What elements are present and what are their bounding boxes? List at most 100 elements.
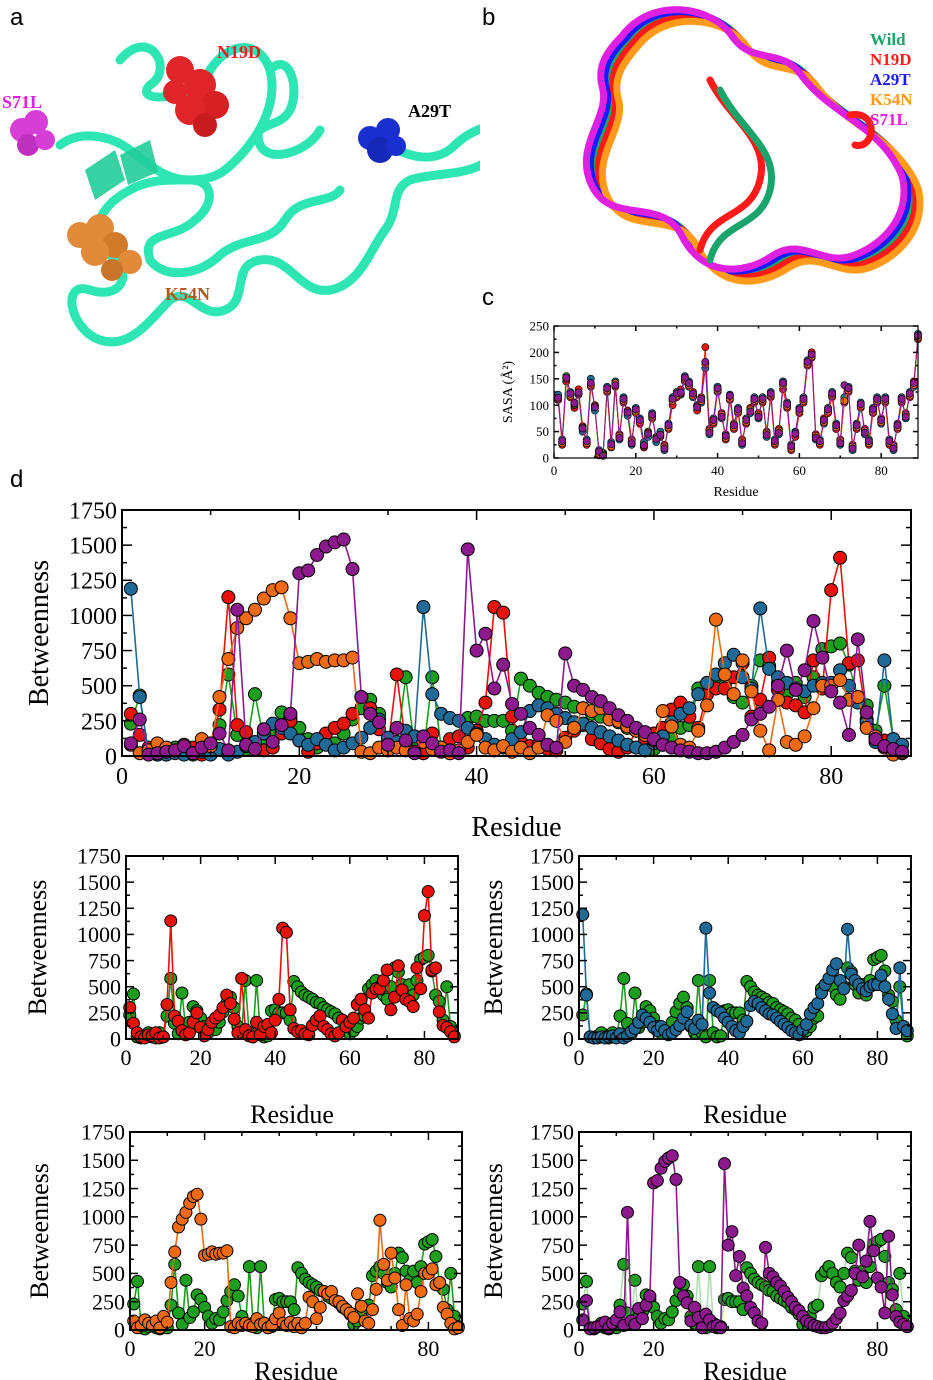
plot-area (576, 1149, 914, 1336)
data-point-S71L (648, 410, 657, 419)
x-tick-label: 60 (793, 463, 806, 478)
x-axis-label: Residue (703, 1357, 787, 1380)
data-point-S71L (613, 1305, 627, 1319)
x-tick-label: 80 (417, 1336, 439, 1361)
data-point-K54N (168, 1245, 182, 1259)
data-point-wild (126, 987, 140, 1001)
data-point-wild (425, 670, 440, 685)
data-point-K54N (797, 729, 812, 744)
data-point-K54N (567, 720, 582, 735)
data-point-N19D (429, 961, 443, 975)
data-point-S71L (740, 1289, 754, 1303)
data-point-S71L (603, 384, 612, 393)
y-tick-label: 1500 (530, 870, 574, 895)
y-tick-label: 0 (105, 744, 117, 770)
y-tick-label: 0 (563, 1318, 574, 1343)
label-N19D: N19D (217, 42, 261, 62)
data-point-K54N (388, 1271, 402, 1285)
x-tick-label: 0 (574, 1045, 585, 1070)
data-point-N19D (235, 971, 249, 985)
data-point-K54N (664, 719, 679, 734)
data-point-N19D (212, 702, 227, 717)
chart-betweenness-all: 0 20 40 60 80 0 250 500 750 1000 1250 1500 1750 Resid… (24, 498, 912, 840)
panel-b-overlay: Wild N19D A29T K54N S71L (582, 6, 924, 285)
data-point-wild (395, 1251, 409, 1265)
data-point-S71L (643, 1289, 657, 1303)
data-point-S71L (451, 746, 466, 761)
data-point-S71L (878, 1306, 892, 1320)
plot-area (576, 908, 914, 1045)
helix-ribbon (85, 140, 158, 200)
panel-label-c: c (482, 284, 494, 311)
x-tick-label: 20 (287, 764, 311, 790)
data-point-S71L (619, 394, 628, 403)
data-point-N19D (160, 997, 174, 1011)
data-point-K54N (351, 1287, 365, 1301)
data-point-K54N (354, 1299, 368, 1313)
y-tick-label: 1000 (77, 922, 121, 947)
data-point-S71L (673, 1275, 687, 1289)
data-point-wild (179, 1273, 193, 1287)
y-axis-label: Betweenness (479, 1163, 508, 1299)
data-point-S71L (487, 681, 502, 696)
x-tick-label: 20 (643, 1045, 665, 1070)
data-point-S71L (852, 421, 861, 430)
data-point-wild (175, 986, 189, 1000)
data-point-S71L (787, 442, 796, 451)
y-tick-label: 750 (541, 1233, 574, 1258)
plot-area (127, 1187, 465, 1336)
x-tick-label: 80 (866, 1045, 888, 1070)
x-tick-label: 0 (116, 764, 128, 790)
data-point-wild (247, 687, 262, 702)
data-point-S71L (885, 437, 894, 446)
data-point-wild (579, 1274, 593, 1288)
data-point-S71L (869, 405, 877, 414)
x-tick-label: 0 (125, 1336, 136, 1361)
data-point-S71L (665, 1149, 679, 1163)
data-point-S71L (398, 733, 413, 748)
y-tick-label: 1500 (69, 534, 117, 560)
data-point-S71L (729, 1269, 743, 1283)
data-point-S71L (554, 393, 562, 402)
data-point-K54N (691, 723, 706, 738)
data-point-K54N (655, 704, 670, 719)
x-axis-label: Residue (703, 1100, 787, 1125)
data-point-S71L (549, 740, 564, 755)
data-point-S71L (833, 1306, 847, 1320)
data-point-S71L (566, 389, 575, 398)
y-tick-label: 1250 (530, 896, 574, 921)
y-tick-label: 1000 (81, 1205, 125, 1230)
data-point-N19D (283, 1003, 297, 1017)
data-point-wild (628, 1273, 642, 1287)
data-point-S71L (531, 727, 546, 742)
x-tick-label: 0 (551, 463, 558, 478)
data-point-S71L (803, 358, 812, 366)
data-point-S71L (754, 412, 763, 421)
data-point-S71L (701, 358, 710, 366)
data-point-A29T (885, 1007, 899, 1021)
data-point-N19D (268, 1013, 282, 1027)
data-point-N19D (164, 914, 178, 928)
data-point-S71L (558, 437, 567, 446)
plot-area (123, 885, 461, 1045)
data-point-K54N (726, 687, 741, 702)
y-tick-label: 500 (541, 1261, 574, 1286)
y-tick-label: 250 (530, 319, 550, 334)
data-point-A29T (829, 957, 843, 971)
data-point-S71L (807, 350, 816, 359)
data-point-S71L (893, 421, 902, 430)
data-point-A29T (579, 988, 593, 1002)
data-point-S71L (582, 437, 591, 446)
legend-b-wild: Wild (870, 30, 906, 49)
data-point-S71L (336, 532, 351, 547)
data-point-A29T (882, 992, 896, 1006)
data-point-N19D (850, 653, 865, 668)
x-tick-label: 40 (264, 1045, 286, 1070)
data-point-wild (242, 1260, 256, 1274)
data-point-S71L (664, 421, 673, 430)
data-point-K54N (194, 1212, 208, 1226)
data-point-S71L (558, 646, 573, 661)
data-point-S71L (734, 405, 742, 414)
data-point-wild (844, 1251, 858, 1265)
data-point-A29T (682, 701, 697, 716)
